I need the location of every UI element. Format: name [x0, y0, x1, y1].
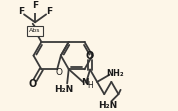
Text: H₂N: H₂N: [98, 101, 117, 110]
FancyBboxPatch shape: [27, 26, 43, 36]
Text: O: O: [55, 68, 62, 77]
Text: F: F: [18, 7, 24, 16]
Text: Abs: Abs: [29, 28, 41, 34]
Text: F: F: [32, 1, 38, 10]
Text: H: H: [87, 81, 93, 90]
Text: F: F: [46, 7, 52, 16]
Text: NH₂: NH₂: [106, 69, 124, 78]
Text: N: N: [81, 78, 88, 87]
Text: H₂N: H₂N: [54, 85, 74, 94]
Text: O: O: [29, 79, 37, 89]
Text: O: O: [86, 51, 94, 61]
